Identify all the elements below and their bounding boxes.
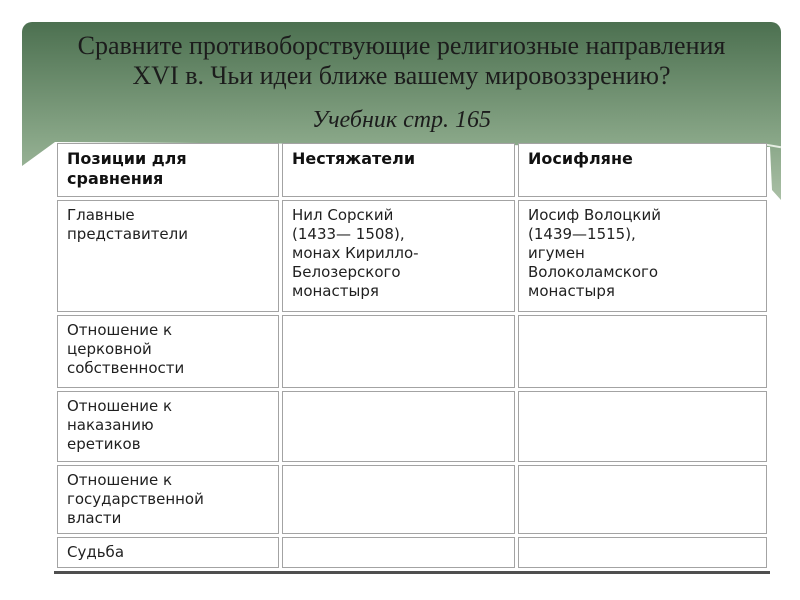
- table-row-representatives: Главные представители Нил Сорский (1433—…: [57, 200, 767, 312]
- slide-subtitle: Учебник стр. 165: [311, 107, 492, 133]
- table-cell: Иосиф Волоцкий (1439—1515), игумен Волок…: [518, 200, 767, 312]
- table-cell: Нил Сорский (1433— 1508), монах Кирилло-…: [282, 200, 515, 312]
- table-cell-empty: [518, 537, 767, 569]
- row-label-cell: Отношение к государственной власти: [57, 465, 279, 535]
- table-row-church-property: Отношение к церковной собственности: [57, 315, 767, 388]
- header-cell-iosiflyane: Иосифляне: [518, 143, 767, 197]
- table-header-row: Позиции для сравнения Нестяжатели Иосифл…: [57, 143, 767, 197]
- row-label-cell: Главные представители: [57, 200, 279, 312]
- table-row-state-power: Отношение к государственной власти: [57, 465, 767, 535]
- table-row-heretics-punishment: Отношение к наказанию еретиков: [57, 391, 767, 462]
- table-cell-empty: [518, 465, 767, 535]
- table-cell-empty: [282, 315, 515, 388]
- slide-title: Сравните противоборствующие религиозные …: [77, 31, 726, 90]
- row-label-cell: Судьба: [57, 537, 279, 569]
- slide: Сравните противоборствующие религиозные …: [22, 22, 781, 578]
- table-cell-empty: [282, 537, 515, 569]
- row-label-cell: Отношение к наказанию еретиков: [57, 391, 279, 462]
- row-label-cell: Отношение к церковной собственности: [57, 315, 279, 388]
- table-cell-empty: [282, 391, 515, 462]
- table-cell-empty: [518, 391, 767, 462]
- table-row-fate: Судьба: [57, 537, 767, 569]
- comparison-table: Позиции для сравнения Нестяжатели Иосифл…: [54, 140, 770, 575]
- table-cell-empty: [282, 465, 515, 535]
- header-cell-positions: Позиции для сравнения: [57, 143, 279, 197]
- header-cell-nestyazhateli: Нестяжатели: [282, 143, 515, 197]
- table-cell-empty: [518, 315, 767, 388]
